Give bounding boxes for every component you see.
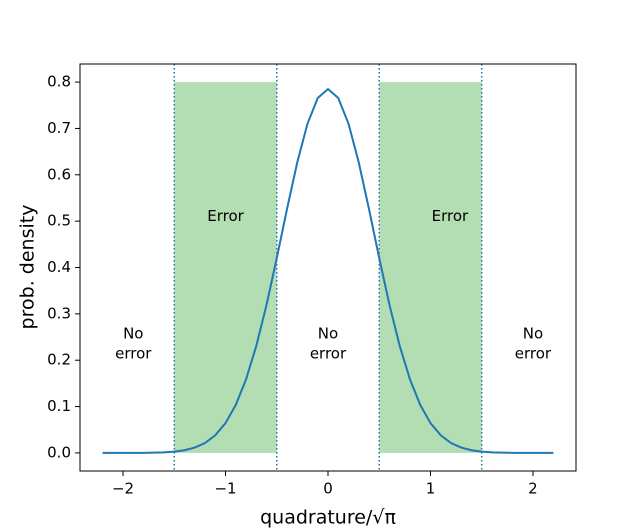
y-tick-label: 0.2: [47, 351, 71, 369]
data-line: [102, 87, 554, 454]
y-tick-label: 0.4: [47, 258, 71, 276]
x-tick-label: 0: [323, 480, 333, 498]
annotation: No: [123, 324, 143, 342]
y-tick-label: 0.8: [47, 73, 71, 91]
plot-frame: [79, 63, 577, 472]
annotation: error: [115, 344, 152, 362]
annotation: No: [318, 324, 338, 342]
shaded-region: [379, 82, 482, 453]
annotation: error: [310, 344, 347, 362]
shaded-region: [174, 82, 277, 453]
annotation: No: [523, 324, 543, 342]
y-tick-label: 0.7: [47, 119, 71, 137]
y-tick-label: 0.0: [47, 443, 71, 461]
y-axis-label: prob. density: [17, 205, 39, 330]
y-tick-label: 0.5: [47, 212, 71, 230]
x-tick-label: −1: [214, 480, 236, 498]
x-tick-label: 1: [426, 480, 436, 498]
annotation: Error: [432, 207, 469, 225]
x-tick-label: 2: [528, 480, 538, 498]
x-tick-label: −2: [112, 480, 134, 498]
annotation: Error: [207, 207, 244, 225]
annotation: error: [515, 344, 552, 362]
x-axis-label: quadrature/√π: [260, 507, 396, 529]
y-tick-label: 0.1: [47, 397, 71, 415]
y-tick-label: 0.6: [47, 165, 71, 183]
y-tick-label: 0.3: [47, 304, 71, 322]
